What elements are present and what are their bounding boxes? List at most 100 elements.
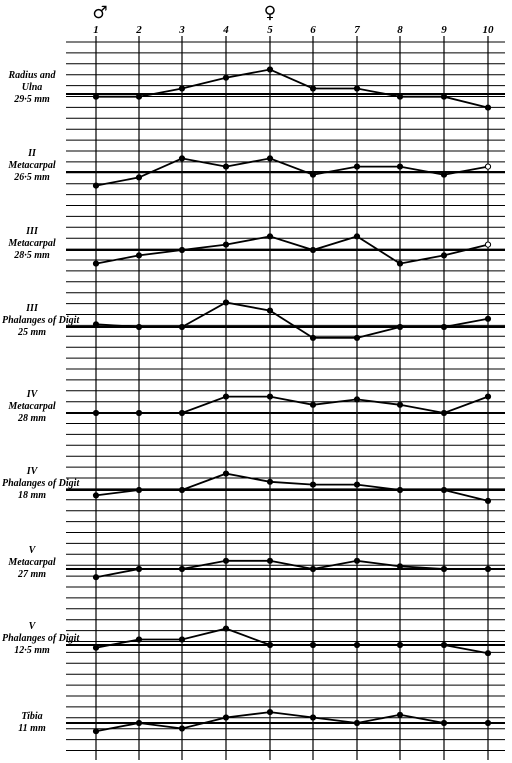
data-point <box>353 163 361 170</box>
data-point <box>135 565 143 573</box>
data-point <box>309 85 317 92</box>
data-point <box>309 641 317 649</box>
data-point <box>92 93 100 100</box>
data-point <box>135 486 143 494</box>
data-point <box>396 563 404 570</box>
column-number: 1 <box>93 24 99 36</box>
data-point <box>178 323 186 331</box>
series-line <box>96 395 489 414</box>
data-point <box>484 565 492 573</box>
data-point <box>353 334 361 341</box>
data-point <box>484 163 492 170</box>
data-point <box>484 393 492 400</box>
data-point <box>309 481 317 488</box>
data-point <box>92 574 100 581</box>
data-point <box>353 719 361 727</box>
data-point <box>440 252 448 259</box>
data-point <box>222 163 230 170</box>
data-point <box>396 93 404 100</box>
data-point <box>309 334 317 341</box>
female-symbol: ♀ <box>264 3 276 23</box>
column-number: 3 <box>178 24 185 36</box>
male-symbol: ♂ <box>92 3 107 23</box>
data-point <box>396 711 404 718</box>
data-point <box>309 565 317 573</box>
data-point <box>178 725 186 732</box>
column-number: 5 <box>267 24 273 36</box>
series-line <box>95 235 489 265</box>
data-point <box>266 557 274 564</box>
data-point <box>266 709 274 716</box>
data-point <box>353 641 361 649</box>
data-point <box>266 66 274 73</box>
column-number: 9 <box>441 24 447 36</box>
data-point <box>309 246 317 254</box>
data-point <box>266 155 274 162</box>
data-point <box>222 241 230 248</box>
data-point <box>440 641 448 649</box>
data-point <box>92 409 100 417</box>
data-point <box>396 401 404 408</box>
column-number: 6 <box>310 24 316 36</box>
data-point <box>484 104 492 111</box>
data-point <box>309 714 317 721</box>
series-line <box>95 711 488 733</box>
data-point <box>222 714 230 721</box>
data-point <box>353 557 361 564</box>
column-number: 7 <box>354 24 360 36</box>
data-point <box>440 565 448 573</box>
data-point <box>92 644 100 651</box>
data-point <box>484 650 492 657</box>
data-point <box>135 174 143 181</box>
data-point <box>353 85 361 92</box>
data-point <box>92 321 100 328</box>
series-line <box>95 157 489 187</box>
data-point <box>440 93 448 100</box>
data-point <box>178 409 186 417</box>
data-point <box>440 323 448 331</box>
data-point <box>222 393 230 400</box>
data-point <box>396 486 404 494</box>
data-point <box>178 486 186 494</box>
data-point <box>178 246 186 254</box>
data-point <box>309 401 317 408</box>
data-point <box>396 323 404 331</box>
data-point <box>135 323 143 331</box>
baselines <box>66 93 505 724</box>
data-point <box>135 719 143 727</box>
column-number: 2 <box>135 24 142 36</box>
data-point <box>222 74 230 81</box>
data-point <box>222 557 230 564</box>
data-point <box>178 565 186 573</box>
data-point <box>92 260 100 267</box>
data-point <box>484 241 492 248</box>
data-point <box>178 85 186 92</box>
data-point <box>178 155 186 162</box>
column-number: 4 <box>222 24 229 36</box>
data-point <box>266 478 274 485</box>
data-point <box>135 409 143 417</box>
data-point <box>178 636 186 643</box>
data-point <box>135 636 143 643</box>
data-point <box>309 171 317 178</box>
data-point <box>92 182 100 189</box>
data-point <box>222 299 230 306</box>
data-point <box>92 492 100 499</box>
data-point <box>266 641 274 649</box>
column-header: 1 2 3 4 5 6 7 8 9 10 ♂ ♀ <box>92 3 494 36</box>
data-point <box>353 233 361 240</box>
series-line <box>95 627 489 655</box>
data-point <box>396 641 404 649</box>
data-point <box>266 233 274 240</box>
data-point <box>440 409 448 417</box>
series-line <box>95 559 488 579</box>
data-point <box>353 481 361 488</box>
data-point <box>484 497 492 504</box>
data-point <box>396 163 404 170</box>
series-lines <box>92 66 492 735</box>
data-point <box>484 315 492 322</box>
data-point <box>266 307 274 314</box>
data-point <box>266 393 274 400</box>
data-point <box>92 728 100 735</box>
